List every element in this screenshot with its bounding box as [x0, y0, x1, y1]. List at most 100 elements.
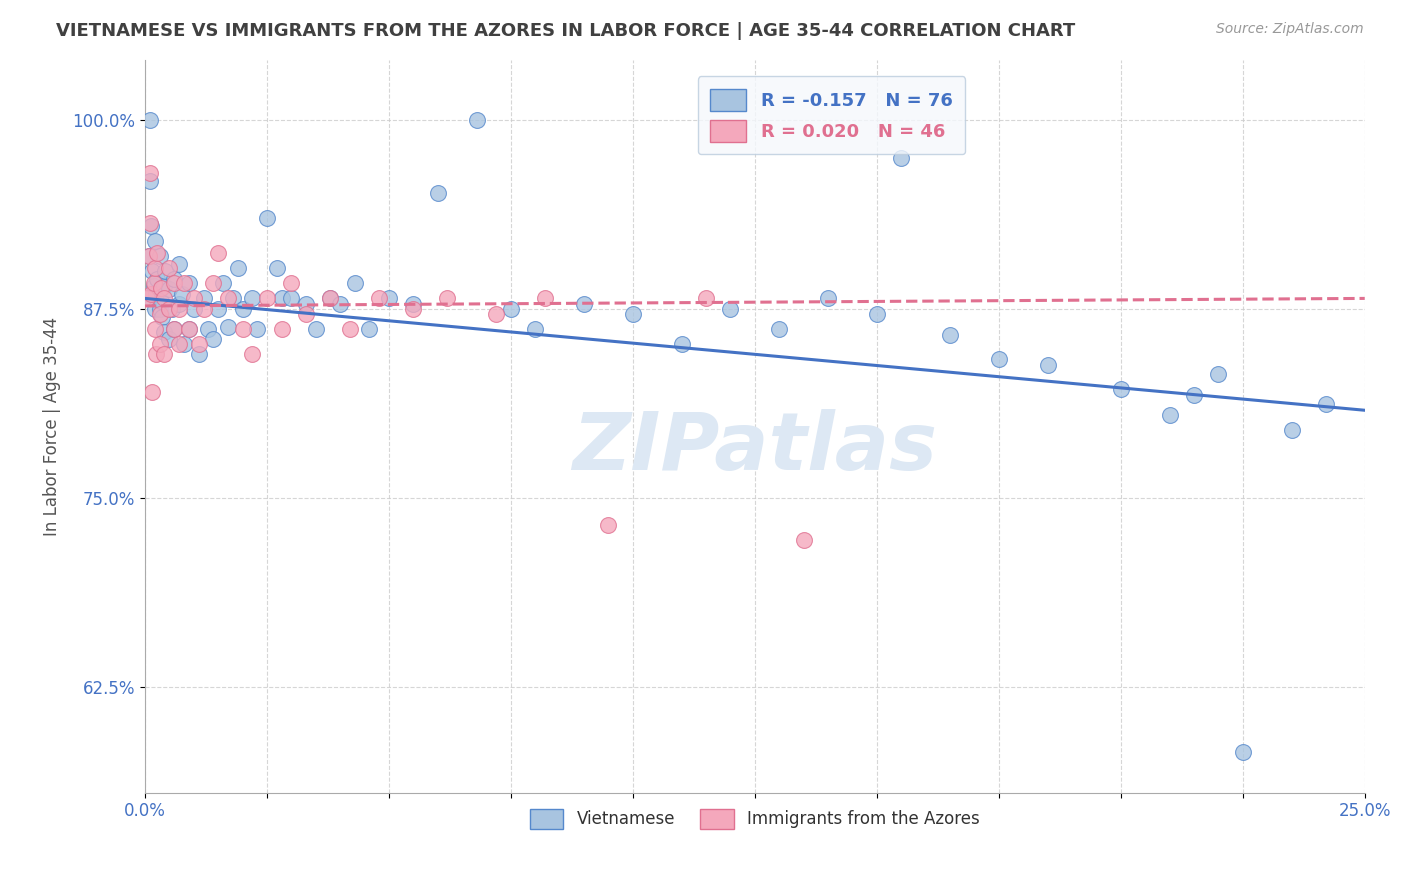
Point	[232, 301, 254, 316]
Point	[266, 261, 288, 276]
Point	[170, 286, 193, 301]
Point	[153, 292, 176, 306]
Point	[1232, 745, 1254, 759]
Point	[138, 249, 160, 263]
Point	[150, 310, 173, 324]
Point	[207, 246, 229, 260]
Point	[183, 292, 205, 306]
Point	[436, 292, 458, 306]
Point	[378, 292, 401, 306]
Point	[987, 351, 1010, 366]
Point	[136, 292, 159, 306]
Point	[153, 347, 176, 361]
Point	[329, 297, 352, 311]
Point	[598, 518, 620, 533]
Point	[240, 347, 263, 361]
Point	[240, 292, 263, 306]
Point	[817, 292, 839, 306]
Point	[671, 336, 693, 351]
Point	[534, 292, 557, 306]
Text: Source: ZipAtlas.com: Source: ZipAtlas.com	[1216, 22, 1364, 37]
Point	[695, 292, 717, 306]
Point	[193, 301, 215, 316]
Point	[939, 327, 962, 342]
Point	[270, 321, 292, 335]
Point	[1182, 388, 1205, 402]
Point	[149, 281, 172, 295]
Point	[163, 277, 186, 291]
Point	[402, 301, 425, 316]
Point	[319, 292, 342, 306]
Point	[319, 292, 342, 306]
Point	[226, 261, 249, 276]
Point	[139, 166, 162, 180]
Point	[465, 113, 488, 128]
Point	[339, 321, 361, 335]
Point	[212, 277, 235, 291]
Point	[141, 264, 163, 278]
Point	[149, 294, 172, 309]
Text: ZIPatlas: ZIPatlas	[572, 409, 938, 487]
Point	[1109, 382, 1132, 396]
Point	[167, 301, 190, 316]
Point	[197, 321, 219, 335]
Point	[138, 249, 160, 263]
Point	[202, 332, 225, 346]
Point	[143, 261, 166, 276]
Point	[426, 186, 449, 200]
Point	[217, 320, 239, 334]
Point	[183, 301, 205, 316]
Point	[256, 211, 278, 226]
Point	[149, 306, 172, 320]
Point	[359, 321, 381, 335]
Point	[1036, 358, 1059, 372]
Point	[295, 306, 318, 320]
Point	[202, 277, 225, 291]
Text: VIETNAMESE VS IMMIGRANTS FROM THE AZORES IN LABOR FORCE | AGE 35-44 CORRELATION : VIETNAMESE VS IMMIGRANTS FROM THE AZORES…	[56, 22, 1076, 40]
Point	[173, 336, 195, 351]
Point	[890, 151, 912, 165]
Point	[621, 306, 644, 320]
Point	[149, 336, 172, 351]
Point	[160, 301, 183, 316]
Point	[217, 292, 239, 306]
Point	[187, 336, 209, 351]
Point	[157, 261, 180, 276]
Point	[143, 234, 166, 248]
Point	[485, 306, 508, 320]
Point	[280, 292, 302, 306]
Point	[167, 336, 190, 351]
Point	[136, 292, 159, 306]
Point	[167, 257, 190, 271]
Point	[139, 219, 162, 233]
Point	[142, 277, 165, 291]
Point	[256, 292, 278, 306]
Point	[155, 264, 177, 278]
Point	[146, 272, 169, 286]
Point	[305, 321, 328, 335]
Point	[177, 321, 200, 335]
Point	[177, 277, 200, 291]
Point	[142, 279, 165, 293]
Point	[1159, 408, 1181, 422]
Point	[499, 301, 522, 316]
Point	[572, 297, 595, 311]
Point	[368, 292, 391, 306]
Point	[167, 297, 190, 311]
Point	[143, 321, 166, 335]
Point	[139, 216, 162, 230]
Point	[270, 292, 292, 306]
Point	[295, 297, 318, 311]
Point	[163, 272, 186, 286]
Point	[177, 321, 200, 335]
Point	[157, 282, 180, 296]
Point	[187, 347, 209, 361]
Point	[141, 385, 163, 400]
Point	[1208, 367, 1230, 381]
Point	[1281, 423, 1303, 437]
Point	[139, 286, 162, 301]
Point	[145, 347, 167, 361]
Point	[157, 332, 180, 346]
Point	[343, 277, 366, 291]
Point	[866, 306, 889, 320]
